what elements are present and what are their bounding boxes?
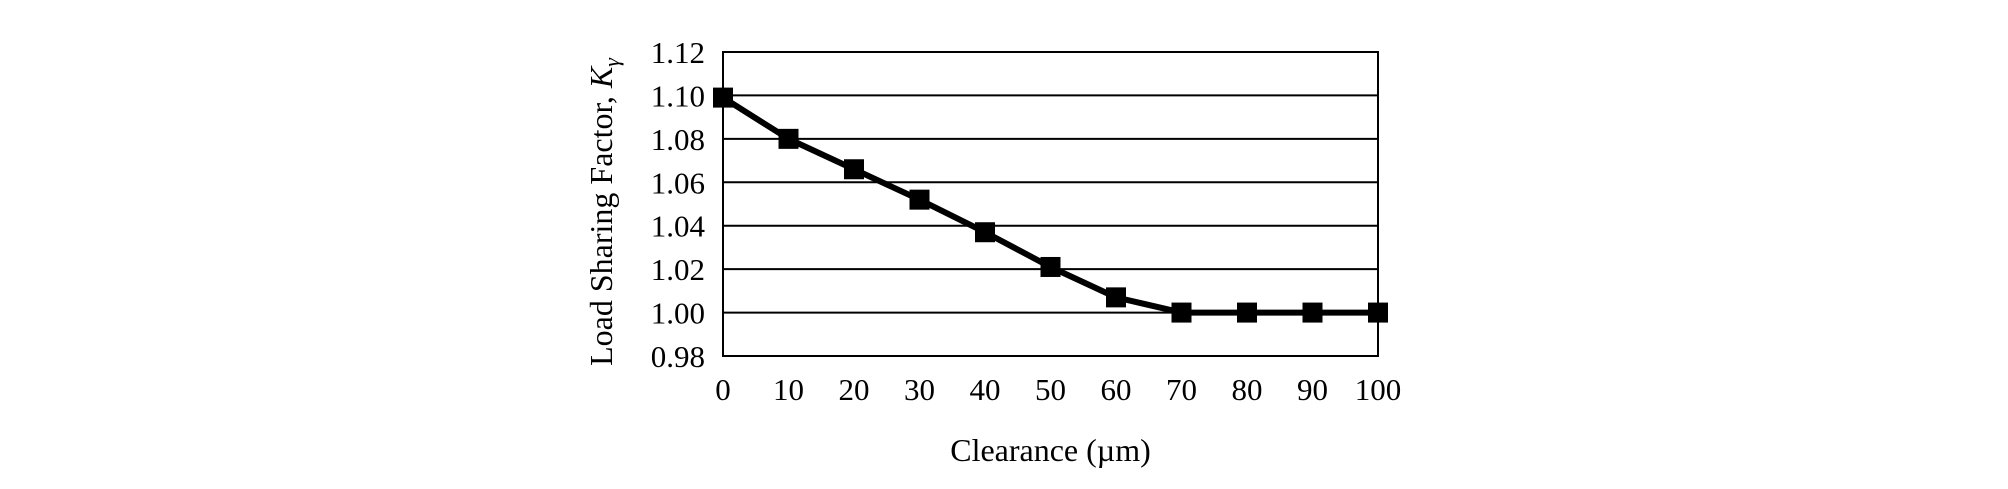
x-tick-label: 10 <box>773 372 804 407</box>
x-tick-label: 90 <box>1297 372 1328 407</box>
x-axis-title: Clearance (µm) <box>950 432 1151 468</box>
data-point-marker <box>1171 302 1192 323</box>
data-point-marker <box>975 222 995 243</box>
data-point-marker <box>1040 256 1061 277</box>
x-tick-label: 60 <box>1101 372 1132 407</box>
x-tick-label: 100 <box>1355 372 1402 407</box>
data-point-marker <box>1106 287 1126 308</box>
plot-area <box>722 51 1379 357</box>
y-tick-label: 1.06 <box>651 165 705 200</box>
series-group <box>713 87 1388 323</box>
x-tick-label: 20 <box>839 372 870 407</box>
y-axis-title: Load Sharing Factor, Kγ <box>583 57 624 366</box>
data-point-marker <box>778 128 799 149</box>
y-axis-title-text: Load Sharing Factor, <box>583 88 619 366</box>
data-point-marker <box>1302 302 1323 323</box>
data-point-marker <box>844 159 864 180</box>
y-tick-label: 1.00 <box>651 296 705 331</box>
x-tick-label: 80 <box>1232 372 1263 407</box>
y-tick-label: 1.10 <box>651 78 705 113</box>
y-axis-title-subscript: γ <box>599 57 624 67</box>
y-tick-label: 0.98 <box>651 339 705 374</box>
x-tick-label: 50 <box>1035 372 1066 407</box>
data-point-marker <box>1237 302 1257 323</box>
x-tick-label: 30 <box>904 372 935 407</box>
x-tick-label: 40 <box>970 372 1001 407</box>
y-tick-labels: 0.98 1.00 1.02 1.04 1.06 1.08 1.10 1.12 <box>651 35 706 374</box>
x-tick-labels: 0 10 20 30 40 50 60 70 80 90 100 <box>715 372 1401 407</box>
data-point-marker <box>909 189 930 210</box>
y-tick-label: 1.08 <box>651 122 705 157</box>
y-tick-label: 1.12 <box>651 35 705 70</box>
x-tick-label: 70 <box>1166 372 1197 407</box>
y-tick-label: 1.04 <box>651 209 706 244</box>
x-tick-label: 0 <box>715 372 731 407</box>
series-line <box>721 95 1378 316</box>
y-tick-label: 1.02 <box>651 252 705 287</box>
y-axis-title-symbol: K <box>583 65 619 89</box>
gridlines <box>723 94 1378 314</box>
